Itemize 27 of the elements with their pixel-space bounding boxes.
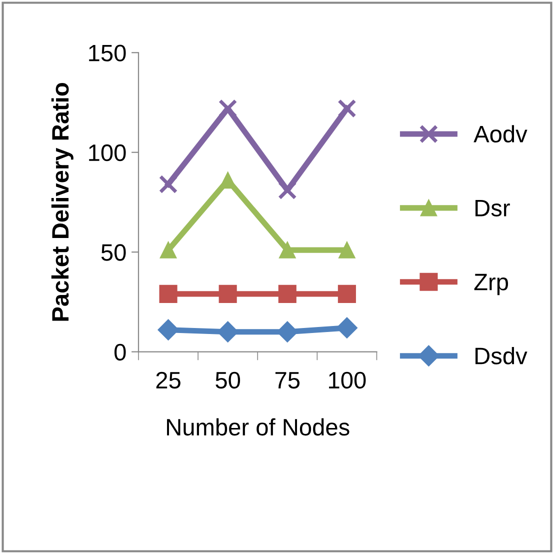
point [278, 284, 296, 303]
x-tick-label: 25 [156, 372, 180, 389]
legend-label: Dsdv [476, 347, 528, 364]
point [338, 242, 356, 258]
y-tick-label: 50 [101, 244, 126, 261]
point [217, 321, 238, 342]
x-tick-label: 100 [329, 372, 366, 389]
y-tick-label: 100 [89, 144, 126, 162]
x-tick-label: 50 [216, 372, 240, 389]
point [338, 99, 356, 118]
x-axis-title: Number of Nodes [167, 418, 350, 436]
point [218, 284, 237, 303]
legend-label: Aodv [474, 125, 528, 142]
point [158, 174, 178, 194]
point [160, 242, 177, 258]
point [159, 284, 178, 303]
y-tick-label: 0 [114, 344, 126, 361]
point [336, 317, 358, 338]
point [279, 242, 296, 258]
y-tick-label: 150 [89, 44, 126, 62]
legend-label: Dsr [476, 200, 510, 216]
point [158, 319, 179, 340]
y-axis-title: Packet Delivery Ratio [51, 83, 74, 321]
x-tick-label: 75 [275, 372, 300, 389]
legend-label: Zrp [474, 274, 508, 296]
point [220, 172, 236, 189]
point [338, 284, 356, 303]
